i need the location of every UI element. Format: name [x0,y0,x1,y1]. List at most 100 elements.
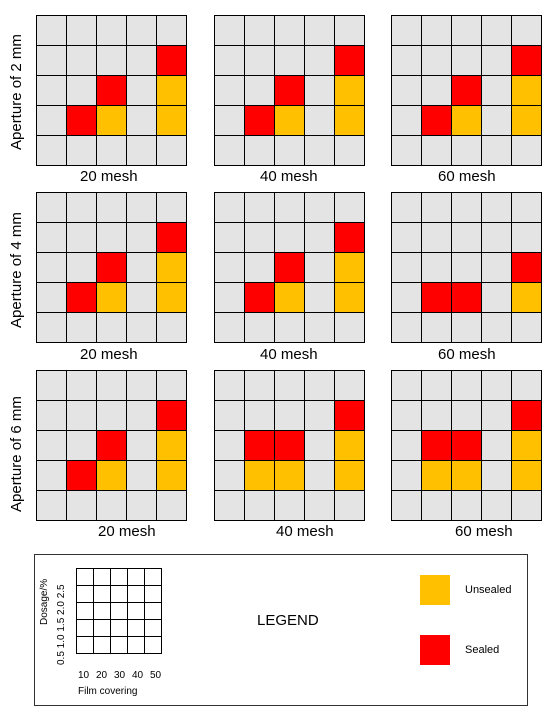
empty-cell [127,106,157,136]
sealed-label: Sealed [465,644,500,656]
empty-cell [37,461,67,491]
unsealed-cell [422,461,452,491]
empty-cell [97,313,127,343]
empty-cell [512,491,542,521]
legend-x-tick: 30 [114,670,126,681]
empty-cell [67,46,97,76]
empty-cell [127,76,157,106]
empty-cell [37,46,67,76]
empty-cell [482,313,512,343]
empty-cell [245,371,275,401]
unsealed-cell [335,253,365,283]
mesh-label: 20 mesh [80,346,138,363]
legend-mini-cell [145,569,162,586]
sealed-cell [67,461,97,491]
empty-cell [512,136,542,166]
sealed-cell [452,76,482,106]
legend-mini-cell [111,620,128,637]
empty-cell [392,46,422,76]
empty-cell [37,76,67,106]
row-label-aperture: Aperture of 2 mm [8,34,25,150]
unsealed-cell [335,283,365,313]
unsealed-cell [512,106,542,136]
empty-cell [37,16,67,46]
unsealed-cell [452,461,482,491]
empty-cell [245,46,275,76]
unsealed-cell [512,283,542,313]
empty-cell [37,431,67,461]
legend-mini-cell [128,620,145,637]
empty-cell [482,136,512,166]
mesh-grid [214,15,365,166]
empty-cell [305,313,335,343]
mesh-label: 60 mesh [455,523,513,540]
empty-cell [392,401,422,431]
mesh-grid [36,15,187,166]
legend-x-tick: 10 [78,670,90,681]
empty-cell [67,371,97,401]
empty-cell [245,491,275,521]
empty-cell [482,371,512,401]
legend-y-axis-label: Dosage/% [39,578,50,625]
unsealed-cell [97,283,127,313]
row-label-aperture: Aperture of 4 mm [8,212,25,328]
empty-cell [482,76,512,106]
empty-cell [245,193,275,223]
empty-cell [305,371,335,401]
empty-cell [127,431,157,461]
empty-cell [37,193,67,223]
sealed-cell [512,401,542,431]
empty-cell [422,193,452,223]
sealed-cell [97,253,127,283]
sealed-cell [275,76,305,106]
legend-mini-cell [128,603,145,620]
sealed-cell [157,401,187,431]
empty-cell [275,371,305,401]
empty-cell [422,16,452,46]
empty-cell [97,193,127,223]
empty-cell [97,223,127,253]
legend-mini-cell [128,637,145,654]
unsealed-cell [335,461,365,491]
mesh-label: 20 mesh [80,168,138,185]
empty-cell [482,491,512,521]
sealed-cell [422,106,452,136]
empty-cell [335,136,365,166]
unsealed-cell [157,253,187,283]
sealed-cell [452,431,482,461]
legend-box: Dosage/% 0.5 1.0 1.5 2.0 2.5 10 20 30 40 50 … [34,554,528,706]
empty-cell [422,401,452,431]
empty-cell [157,491,187,521]
empty-cell [305,461,335,491]
mesh-grid [391,192,542,343]
legend-mini-cell [94,586,111,603]
empty-cell [215,491,245,521]
empty-cell [245,136,275,166]
empty-cell [335,371,365,401]
empty-cell [305,283,335,313]
empty-cell [215,313,245,343]
empty-cell [452,253,482,283]
empty-cell [335,16,365,46]
empty-cell [392,193,422,223]
empty-cell [215,193,245,223]
empty-cell [452,193,482,223]
legend-x-tick: 20 [96,670,108,681]
empty-cell [482,16,512,46]
legend-mini-cell [145,586,162,603]
empty-cell [305,431,335,461]
unsealed-cell [512,76,542,106]
mesh-label: 40 mesh [260,168,318,185]
empty-cell [452,371,482,401]
empty-cell [422,223,452,253]
empty-cell [127,253,157,283]
unsealed-cell [335,76,365,106]
unsealed-cell [245,461,275,491]
unsealed-cell [97,461,127,491]
mesh-label: 60 mesh [438,346,496,363]
empty-cell [422,136,452,166]
empty-cell [275,193,305,223]
empty-cell [215,76,245,106]
empty-cell [452,16,482,46]
unsealed-cell [157,283,187,313]
